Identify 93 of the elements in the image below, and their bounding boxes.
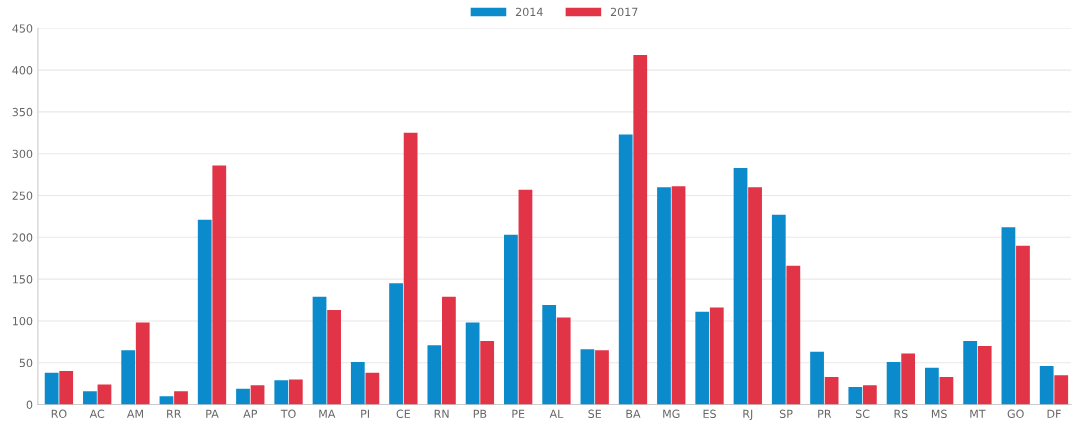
y-tick-label: 150: [13, 275, 33, 284]
bar: [848, 386, 863, 405]
x-tick-label: PA: [206, 409, 219, 418]
bar: [59, 371, 74, 405]
bar: [963, 341, 978, 405]
bar: [977, 346, 992, 405]
bar: [709, 307, 724, 405]
y-tick-label: 100: [13, 316, 33, 326]
bar: [595, 350, 609, 405]
x-tick-label: MS: [931, 409, 947, 419]
y-tick-label: 200: [12, 233, 33, 242]
bar: [44, 372, 59, 405]
x-tick-label: PR: [818, 409, 832, 418]
x-tick-label: AL: [549, 409, 564, 418]
bar: [657, 187, 671, 405]
bar: [671, 186, 686, 405]
y-tick-label: 250: [12, 191, 33, 200]
legend-label: 2014: [515, 7, 543, 17]
y-tick-label: 450: [12, 24, 33, 33]
x-tick-label: CE: [396, 409, 411, 419]
y-tick-label: 0: [26, 400, 33, 409]
x-tick-label: SC: [855, 409, 870, 419]
bar: [350, 361, 365, 405]
bar: [288, 379, 303, 405]
x-tick-label: TO: [280, 409, 296, 419]
bar: [427, 345, 442, 405]
bar: [824, 376, 839, 405]
bar: [250, 385, 265, 405]
bar: [83, 391, 97, 405]
x-tick-label: PB: [473, 409, 487, 418]
x-tick-label: BA: [626, 409, 641, 418]
bar: [771, 214, 786, 405]
x-tick-label: AC: [89, 409, 105, 419]
bar: [389, 283, 403, 405]
y-tick-label: 400: [12, 66, 33, 75]
bar: [365, 372, 380, 405]
bar: [159, 396, 174, 405]
bar: [212, 165, 227, 405]
bar: [556, 317, 571, 405]
bar: [274, 380, 289, 405]
bar: [810, 351, 824, 405]
bar: [580, 349, 595, 405]
bar: [197, 219, 212, 405]
x-tick-label: MA: [319, 409, 336, 418]
x-tick-label: DF: [1047, 409, 1061, 418]
x-tick-label: RS: [894, 409, 908, 419]
bar: [504, 234, 518, 405]
bar: [1054, 375, 1069, 405]
y-tick-label: 50: [19, 358, 33, 368]
bar: [862, 385, 877, 405]
x-tick-label: MT: [970, 409, 986, 418]
bar: [518, 189, 533, 405]
bar: [542, 305, 557, 405]
x-tick-label: SP: [779, 409, 793, 419]
bar: [121, 350, 136, 405]
x-tick-label: ES: [703, 409, 716, 419]
bar: [236, 388, 250, 405]
bar: [312, 296, 327, 405]
bar: [327, 310, 341, 405]
x-tick-label: PE: [512, 409, 525, 418]
x-tick-label: PI: [361, 409, 369, 418]
bar: [480, 341, 495, 405]
bar: [786, 265, 801, 405]
x-tick-label: RJ: [743, 409, 753, 421]
bar: [695, 311, 710, 405]
bar: [1016, 245, 1030, 405]
bar: [633, 55, 648, 405]
bar: [442, 296, 456, 405]
x-tick-label: AP: [243, 409, 258, 418]
x-tick-label: SE: [588, 409, 602, 419]
y-tick-label: 300: [12, 149, 33, 159]
bar: [403, 132, 418, 405]
bar: [924, 367, 939, 405]
bar: [97, 384, 112, 405]
x-tick-label: RR: [167, 409, 182, 418]
bar: [733, 167, 748, 405]
bar: [901, 353, 916, 405]
bar: [465, 322, 480, 405]
x-tick-label: RN: [434, 409, 449, 418]
x-tick-label: RO: [51, 409, 67, 419]
bar: [135, 322, 150, 405]
bar: [1039, 366, 1054, 405]
legend-label: 2017: [610, 7, 638, 17]
bar: [886, 361, 901, 405]
bar: [1001, 227, 1016, 405]
bar: [618, 134, 633, 405]
bar: [939, 376, 954, 405]
bar: [748, 187, 762, 405]
bar: [174, 391, 188, 405]
x-tick-label: GO: [1007, 409, 1024, 419]
y-tick-label: 350: [12, 107, 33, 117]
x-tick-label: MG: [663, 409, 680, 419]
x-tick-label: AM: [126, 409, 143, 418]
